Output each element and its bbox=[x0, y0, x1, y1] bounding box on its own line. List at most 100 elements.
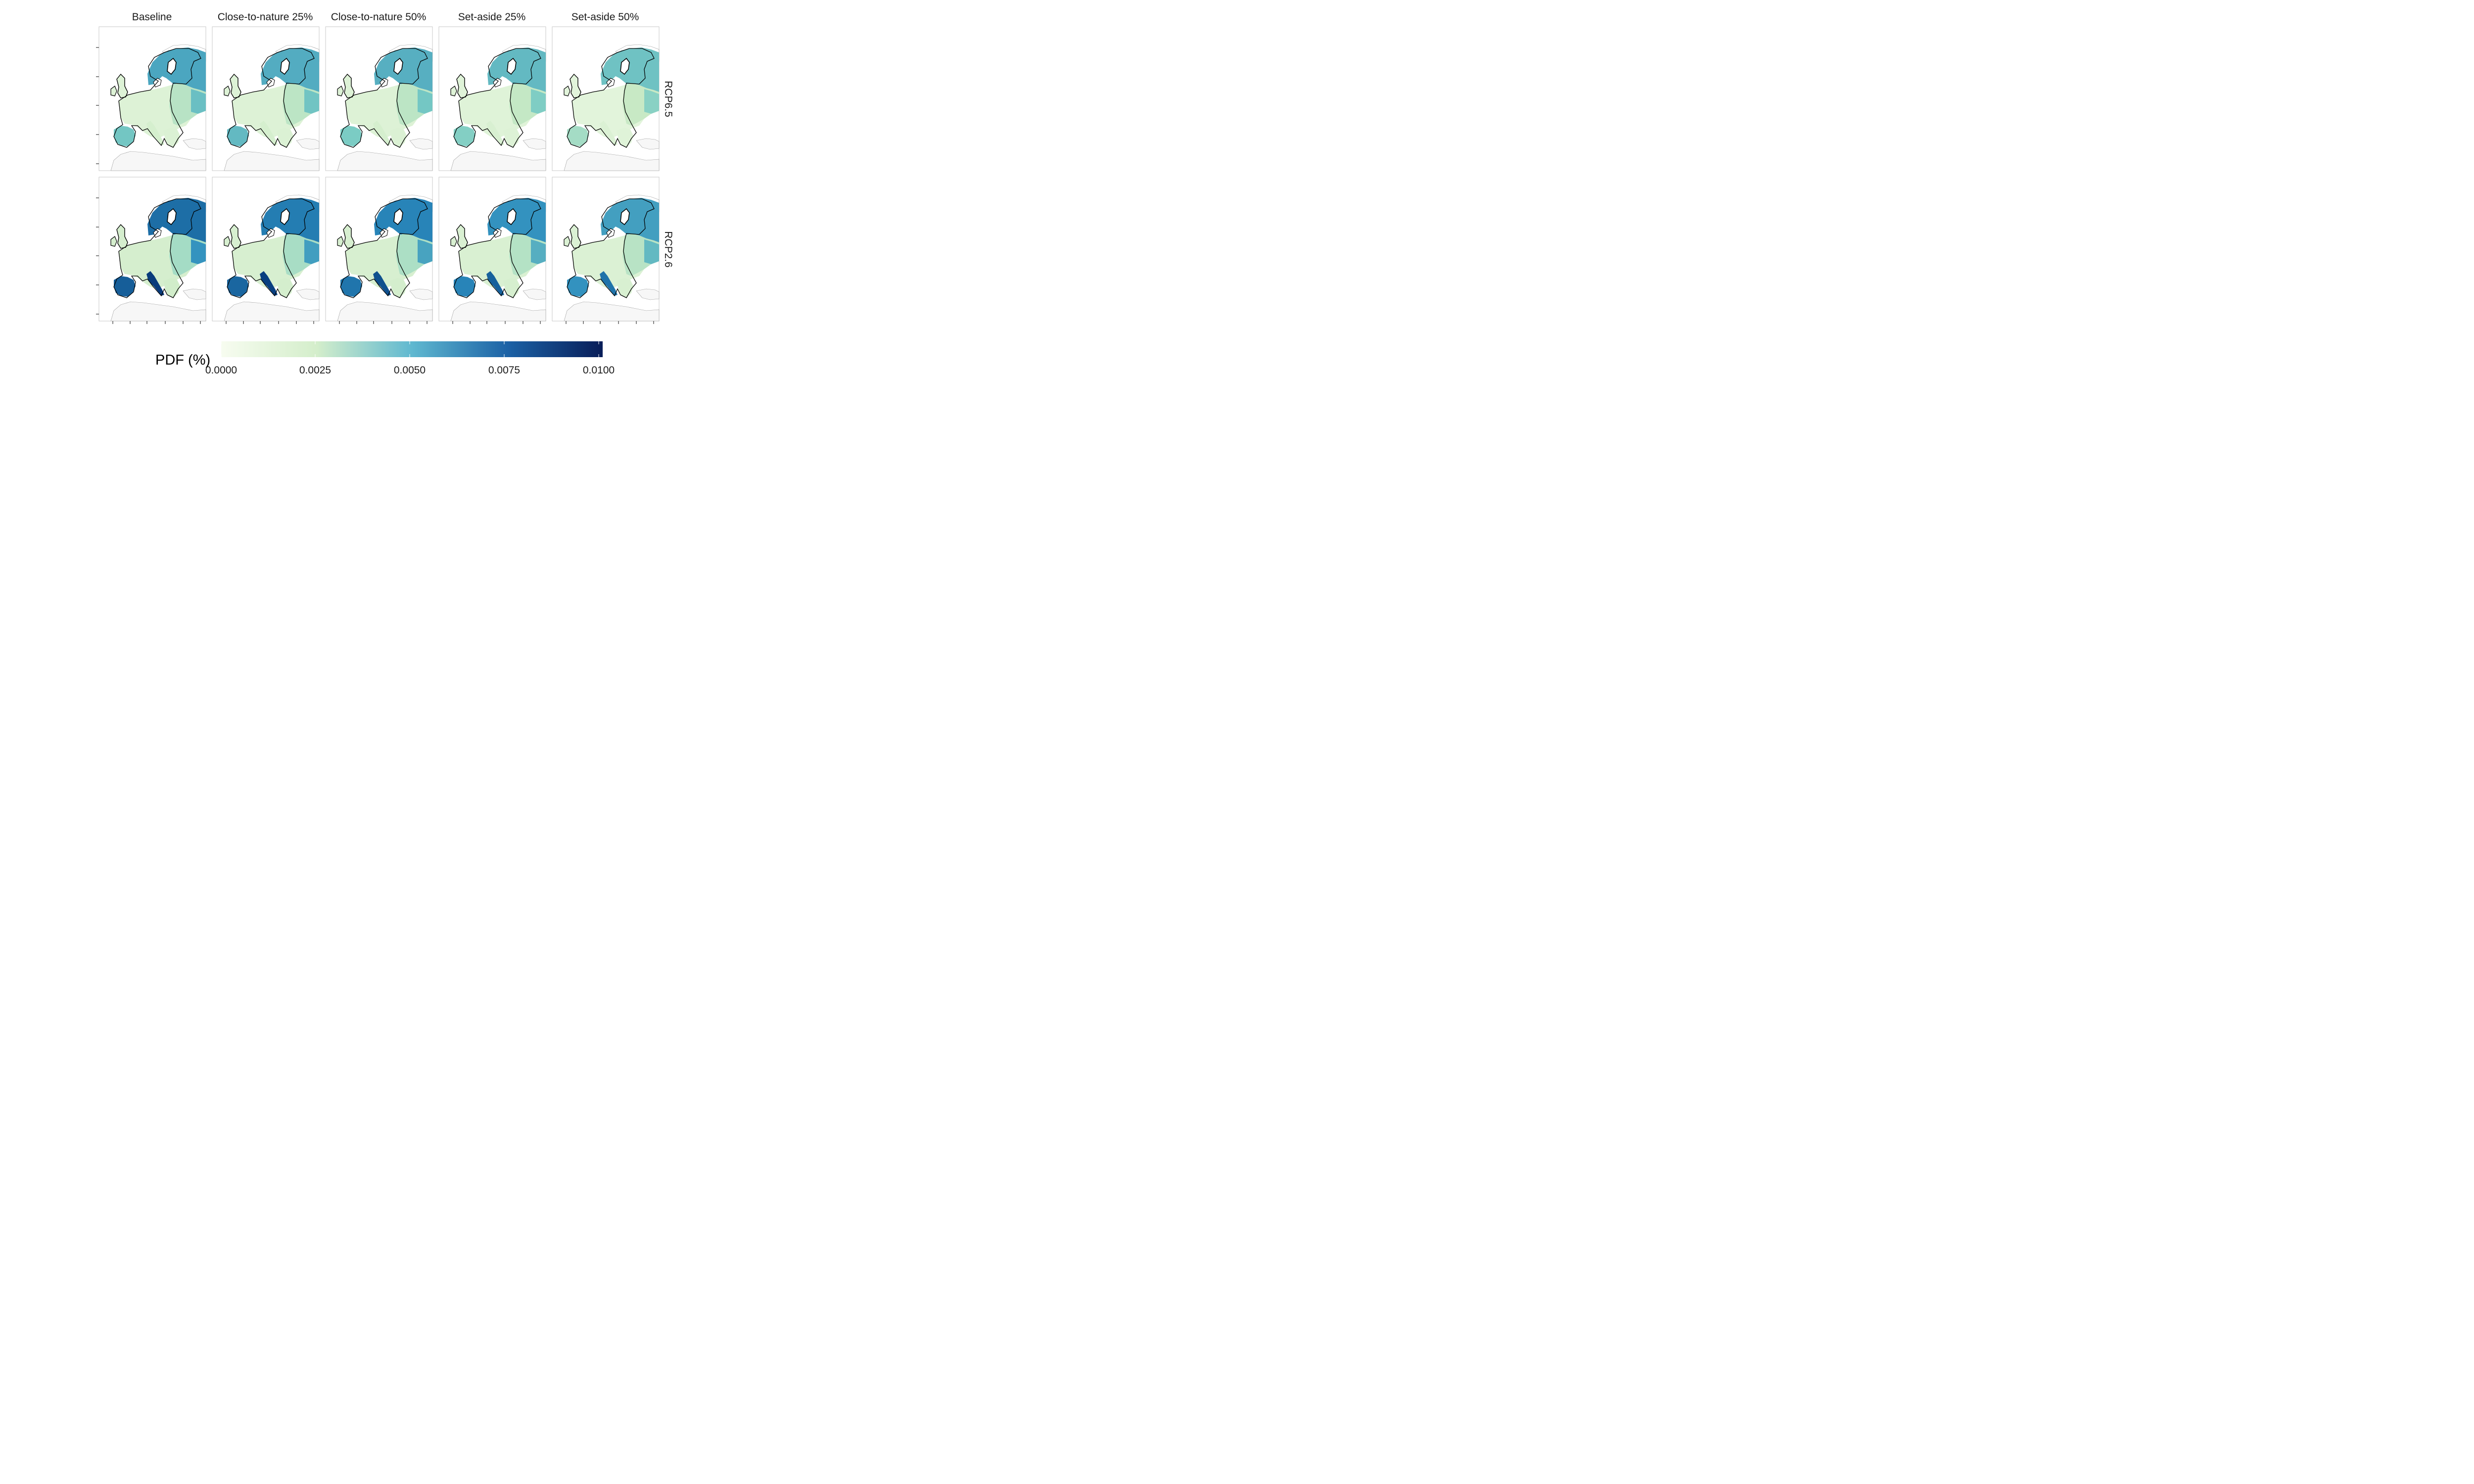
neighbour-turkey bbox=[523, 288, 546, 300]
eu-border bbox=[340, 198, 428, 298]
uk-border bbox=[116, 73, 128, 98]
neighbour-africa bbox=[564, 151, 660, 171]
region-east-north bbox=[644, 89, 659, 114]
region-east-north bbox=[191, 239, 206, 264]
region-north bbox=[261, 47, 319, 94]
region-italy bbox=[146, 121, 164, 145]
region-ireland bbox=[224, 86, 230, 96]
region-east-north bbox=[644, 239, 659, 264]
region-north bbox=[601, 47, 659, 94]
region-uk bbox=[457, 225, 468, 248]
region-iberia bbox=[567, 126, 589, 146]
neighbour-africa bbox=[564, 301, 660, 322]
row-label-rcp26: RCP2.6 bbox=[663, 231, 674, 268]
uk-border bbox=[343, 73, 355, 98]
neighbour-africa bbox=[337, 301, 433, 322]
region-iberia bbox=[454, 126, 476, 146]
region-ireland bbox=[564, 236, 570, 246]
region-italy bbox=[486, 121, 504, 145]
map-panel bbox=[98, 177, 206, 322]
region-ireland bbox=[337, 236, 343, 246]
region-iberia bbox=[114, 276, 136, 297]
column-header-set-aside-50: Set-aside 50% bbox=[571, 11, 639, 23]
region-ireland bbox=[564, 86, 570, 96]
region-east-north bbox=[531, 239, 546, 264]
map-panel-grid bbox=[98, 26, 660, 322]
uk-border bbox=[230, 224, 241, 249]
eu-border bbox=[453, 198, 541, 298]
region-italy bbox=[146, 271, 164, 296]
axis-ticks bbox=[96, 47, 654, 324]
gulf-of-bothnia bbox=[280, 57, 290, 75]
gulf-of-bothnia bbox=[167, 208, 177, 226]
region-iberia bbox=[227, 126, 249, 146]
region-italy bbox=[373, 271, 391, 296]
column-header-close-to-nature-50: Close-to-nature 50% bbox=[331, 11, 427, 23]
eu-border bbox=[113, 198, 201, 298]
region-iberia bbox=[227, 276, 249, 297]
ireland-border bbox=[110, 86, 117, 96]
gulf-of-bothnia bbox=[393, 57, 403, 75]
map-panel bbox=[98, 26, 206, 171]
neighbour-africa bbox=[224, 151, 320, 171]
neighbour-africa bbox=[224, 301, 320, 322]
ireland-border bbox=[564, 86, 571, 96]
region-ireland bbox=[451, 86, 457, 96]
figure-canvas: Baseline Close-to-nature 25% Close-to-na… bbox=[96, 11, 674, 376]
column-header-baseline: Baseline bbox=[132, 11, 172, 23]
neighbour-turkey bbox=[636, 288, 660, 300]
region-north bbox=[601, 198, 659, 244]
uk-border bbox=[116, 224, 128, 249]
legend-tick-2: 0.0050 bbox=[394, 365, 426, 376]
region-ireland bbox=[451, 236, 457, 246]
region-east-north bbox=[304, 89, 319, 114]
uk-border bbox=[230, 73, 241, 98]
column-header-close-to-nature-25: Close-to-nature 25% bbox=[218, 11, 313, 23]
map-panel bbox=[552, 26, 660, 171]
colorbar-tickmarks bbox=[221, 341, 599, 357]
ireland-border bbox=[450, 86, 457, 96]
legend-tick-0: 0.0000 bbox=[205, 365, 237, 376]
region-uk bbox=[343, 225, 354, 248]
ireland-border bbox=[224, 236, 231, 247]
eu-border bbox=[340, 48, 428, 148]
region-ireland bbox=[224, 236, 230, 246]
region-uk bbox=[343, 74, 354, 98]
neighbour-africa bbox=[450, 151, 546, 171]
ireland-border bbox=[450, 236, 457, 247]
neighbour-turkey bbox=[296, 288, 320, 300]
row-label-rcp65: RCP6.5 bbox=[663, 81, 674, 117]
region-uk bbox=[570, 225, 581, 248]
region-uk bbox=[230, 74, 241, 98]
region-italy bbox=[260, 121, 278, 145]
region-italy bbox=[600, 121, 618, 145]
gulf-of-bothnia bbox=[620, 208, 630, 226]
colorbar bbox=[221, 341, 603, 357]
region-uk bbox=[457, 74, 468, 98]
neighbour-africa bbox=[110, 301, 206, 322]
map-panel bbox=[438, 177, 546, 322]
legend-title: PDF (%) bbox=[155, 352, 210, 368]
uk-border bbox=[456, 73, 468, 98]
ireland-border bbox=[224, 86, 231, 96]
ireland-border bbox=[564, 236, 571, 247]
gulf-of-bothnia bbox=[507, 208, 517, 226]
legend-tick-1: 0.0025 bbox=[299, 365, 331, 376]
neighbour-turkey bbox=[296, 138, 320, 150]
eu-border bbox=[227, 48, 315, 148]
region-ireland bbox=[337, 86, 343, 96]
eu-border bbox=[227, 198, 315, 298]
neighbour-africa bbox=[337, 151, 433, 171]
gulf-of-bothnia bbox=[507, 57, 517, 75]
ireland-border bbox=[337, 86, 344, 96]
region-iberia bbox=[454, 276, 476, 297]
region-uk bbox=[117, 74, 128, 98]
region-iberia bbox=[340, 126, 362, 146]
neighbour-turkey bbox=[183, 288, 206, 300]
uk-border bbox=[456, 224, 468, 249]
gulf-of-bothnia bbox=[167, 57, 177, 75]
region-north bbox=[487, 198, 546, 244]
map-panel bbox=[552, 177, 660, 322]
eu-border bbox=[567, 198, 655, 298]
legend-tick-4: 0.0100 bbox=[583, 365, 615, 376]
